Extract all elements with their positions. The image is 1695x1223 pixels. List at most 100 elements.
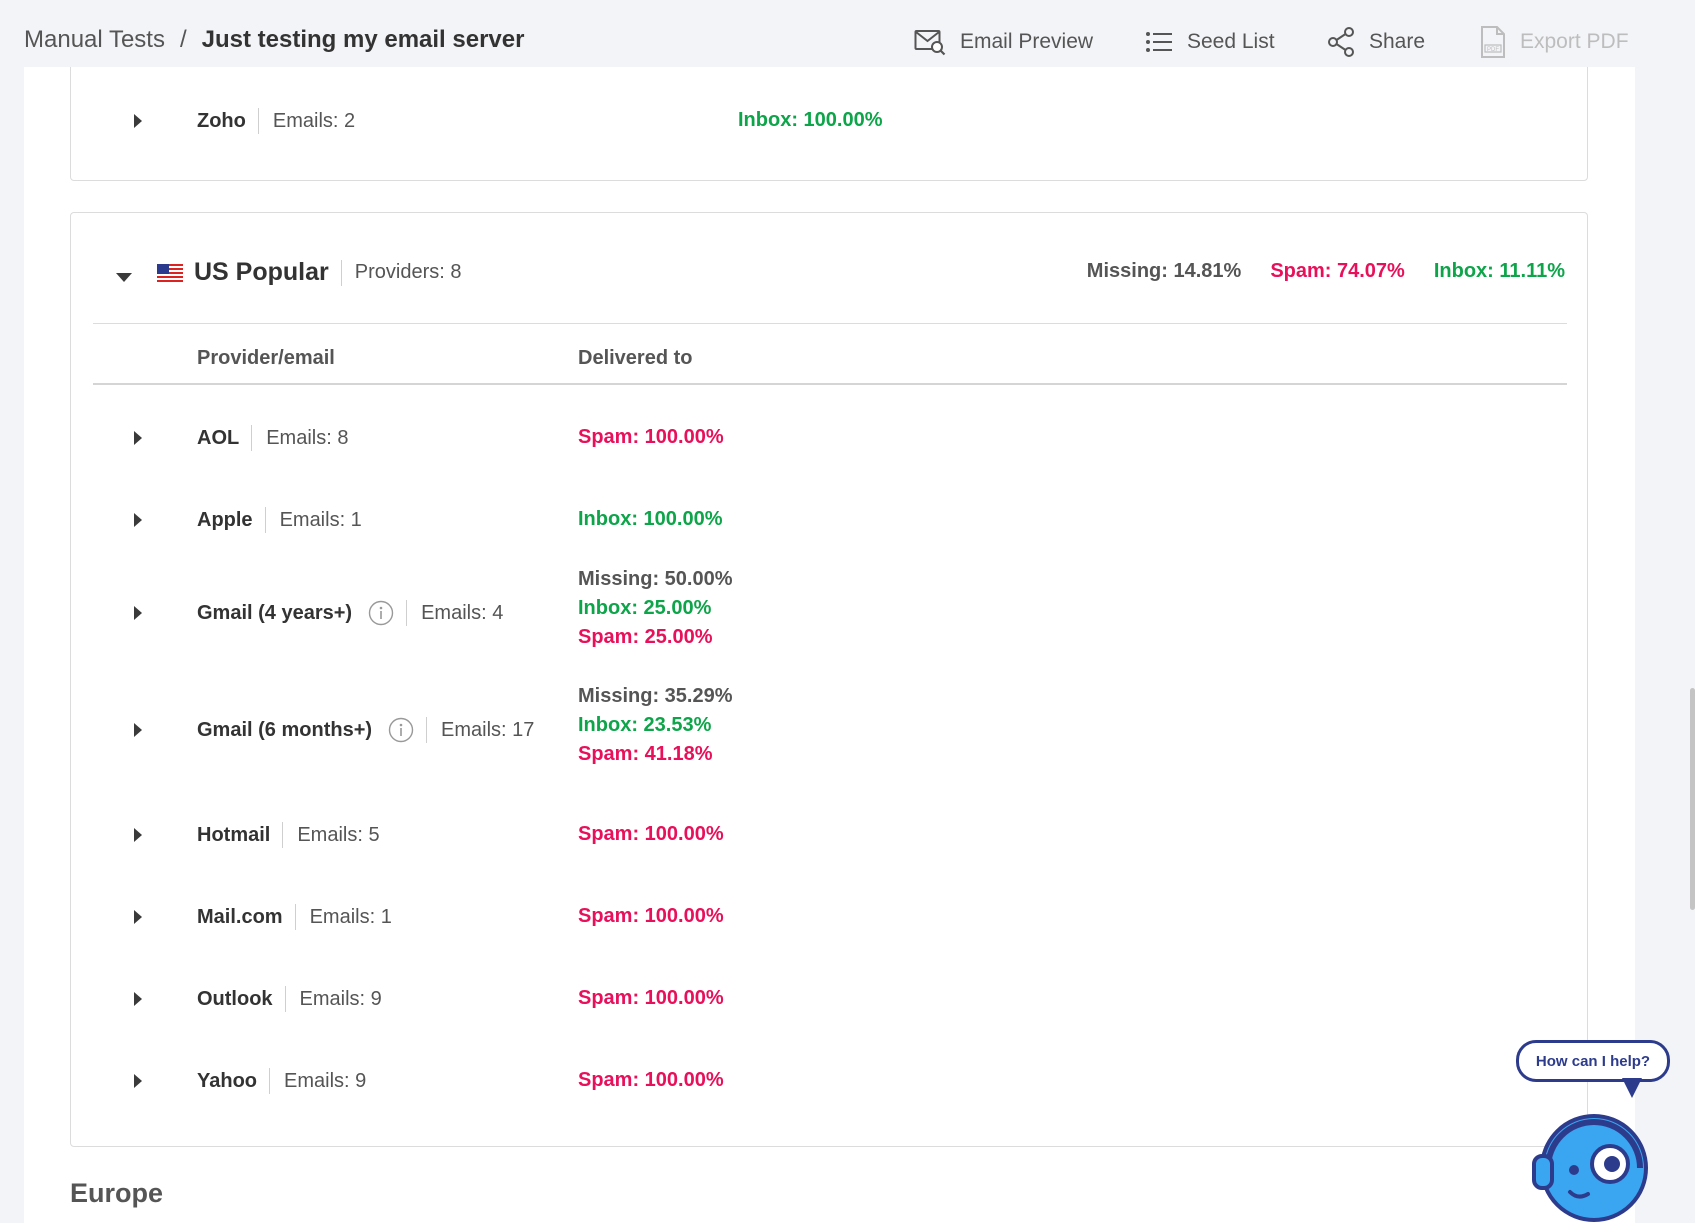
expand-caret-icon[interactable] [134,910,142,924]
share-button[interactable]: Share [1327,22,1425,62]
provider-cell: Yahoo Emails: 9 [197,1068,366,1094]
provider-row-zoho[interactable]: Zoho Emails: 2 Inbox: 100.00% [71,101,1587,141]
help-chat-bubble[interactable]: How can I help? [1516,1040,1670,1082]
provider-row-outlook[interactable]: Outlook Emails: 9 Spam: 100.00% [71,979,1587,1019]
list-icon [1146,32,1172,52]
section-title-europe: Europe [70,1178,164,1208]
provider-group-card-us-popular: US Popular Providers: 8 Missing: 14.81% … [70,212,1588,1147]
top-bar: Manual Tests / Just testing my email ser… [0,0,1695,67]
divider [264,507,266,533]
group-title: US Popular [194,258,329,286]
emails-count: Emails: 1 [279,508,362,531]
delivered-breakdown: Missing: 50.00% Inbox: 25.00% Spam: 25.0… [578,565,733,652]
info-icon[interactable] [388,717,414,743]
provider-name: Gmail (4 years+) [197,601,353,624]
provider-row-aol[interactable]: AOL Emails: 8 Spam: 100.00% [71,418,1587,458]
emails-count: Emails: 1 [309,905,392,928]
provider-group-card-previous: Zoho Emails: 2 Inbox: 100.00% [70,67,1588,181]
provider-row-yahoo[interactable]: Yahoo Emails: 9 Spam: 100.00% [71,1061,1587,1101]
expand-caret-icon[interactable] [134,992,142,1006]
delivered-missing: Missing: 35.29% [578,685,733,707]
email-preview-icon [914,30,946,56]
delivered-inbox: Inbox: 25.00% [578,597,712,619]
email-preview-button[interactable]: Email Preview [914,22,1093,62]
results-panel: Zoho Emails: 2 Inbox: 100.00% US Popular [24,67,1635,1223]
seed-list-label: Seed List [1187,30,1275,53]
group-missing-stat: Missing: 14.81% [1086,260,1242,282]
provider-row-gmail-6-months[interactable]: Gmail (6 months+) Emails: 17 Missing: 35… [71,682,1587,777]
provider-row-apple[interactable]: Apple Emails: 1 Inbox: 100.00% [71,500,1587,540]
us-flag-icon [157,264,183,284]
help-bubble-tail [1622,1078,1642,1098]
column-header-delivered: Delivered to [578,347,693,369]
provider-cell: Outlook Emails: 9 [197,986,382,1012]
page-title: Just testing my email server [201,26,525,53]
column-header-provider: Provider/email [197,347,335,369]
expand-caret-icon[interactable] [134,114,142,128]
emails-count: Emails: 4 [421,601,504,624]
divider [282,822,284,848]
export-pdf-button[interactable]: PDF Export PDF [1480,22,1629,62]
provider-name: AOL [197,426,240,449]
expand-caret-icon[interactable] [134,606,142,620]
provider-name: Zoho [197,109,246,132]
provider-cell: Gmail (4 years+) Emails: 4 [197,600,503,626]
seed-list-button[interactable]: Seed List [1145,22,1275,62]
page-scrollbar-thumb[interactable] [1690,688,1695,910]
delivered-spam: Spam: 41.18% [578,743,713,765]
delivered-inbox: Inbox: 100.00% [738,109,883,131]
expand-caret-icon[interactable] [134,723,142,737]
breadcrumb-separator: / [179,26,187,53]
provider-cell: Mail.com Emails: 1 [197,904,392,930]
emails-count: Emails: 9 [299,987,382,1010]
email-preview-label: Email Preview [960,30,1094,53]
delivered-inbox: Inbox: 23.53% [578,714,712,736]
share-icon [1328,27,1354,57]
provider-name: Hotmail [197,823,271,846]
provider-cell: AOL Emails: 8 [197,425,348,451]
provider-cell: Hotmail Emails: 5 [197,822,380,848]
delivered-spam: Spam: 100.00% [578,1069,724,1091]
svg-text:PDF: PDF [1487,47,1499,53]
divider [269,1068,271,1094]
provider-name: Outlook [197,987,273,1010]
provider-row-gmail-4-years[interactable]: Gmail (4 years+) Emails: 4 Missing: 50.0… [71,565,1587,660]
expand-caret-icon[interactable] [134,431,142,445]
expand-caret-icon[interactable] [134,828,142,842]
provider-cell: Gmail (6 months+) Emails: 17 [197,717,534,743]
divider [284,986,286,1012]
divider [251,425,253,451]
delivered-breakdown: Missing: 35.29% Inbox: 23.53% Spam: 41.1… [578,682,733,769]
delivered-inbox: Inbox: 100.00% [578,508,723,530]
delivered-spam: Spam: 100.00% [578,905,724,927]
export-pdf-label: Export PDF [1520,30,1629,53]
emails-count: Emails: 17 [441,718,535,741]
breadcrumb-manual-tests[interactable]: Manual Tests [24,26,165,53]
share-label: Share [1369,30,1426,53]
provider-row-hotmail[interactable]: Hotmail Emails: 5 Spam: 100.00% [71,815,1587,855]
divider [406,600,408,626]
provider-cell: Apple Emails: 1 [197,507,362,533]
expand-caret-icon[interactable] [134,1074,142,1088]
pdf-file-icon: PDF [1481,26,1505,58]
provider-name: Yahoo [197,1069,258,1092]
divider [257,108,259,134]
group-inbox-stat: Inbox: 11.11% [1433,260,1565,282]
header-divider [93,323,1567,324]
provider-row-mail-com[interactable]: Mail.com Emails: 1 Spam: 100.00% [71,897,1587,937]
info-icon[interactable] [368,600,394,626]
expand-caret-icon[interactable] [134,513,142,527]
provider-cell: Zoho Emails: 2 [197,108,355,134]
emails-count: Emails: 5 [297,823,380,846]
group-header[interactable]: US Popular Providers: 8 Missing: 14.81% … [71,213,1587,323]
collapse-caret-icon[interactable] [116,273,132,282]
provider-name: Gmail (6 months+) [197,718,373,741]
group-stats: Missing: 14.81% Spam: 74.07% Inbox: 11.1… [1058,260,1565,283]
support-assistant-icon[interactable] [1530,1108,1656,1223]
emails-count: Emails: 8 [266,426,349,449]
delivered-spam: Spam: 25.00% [578,626,713,648]
group-title-block: US Popular Providers: 8 [194,258,461,287]
emails-count: Emails: 9 [284,1069,367,1092]
providers-count: Providers: 8 [354,261,462,283]
divider [426,717,428,743]
